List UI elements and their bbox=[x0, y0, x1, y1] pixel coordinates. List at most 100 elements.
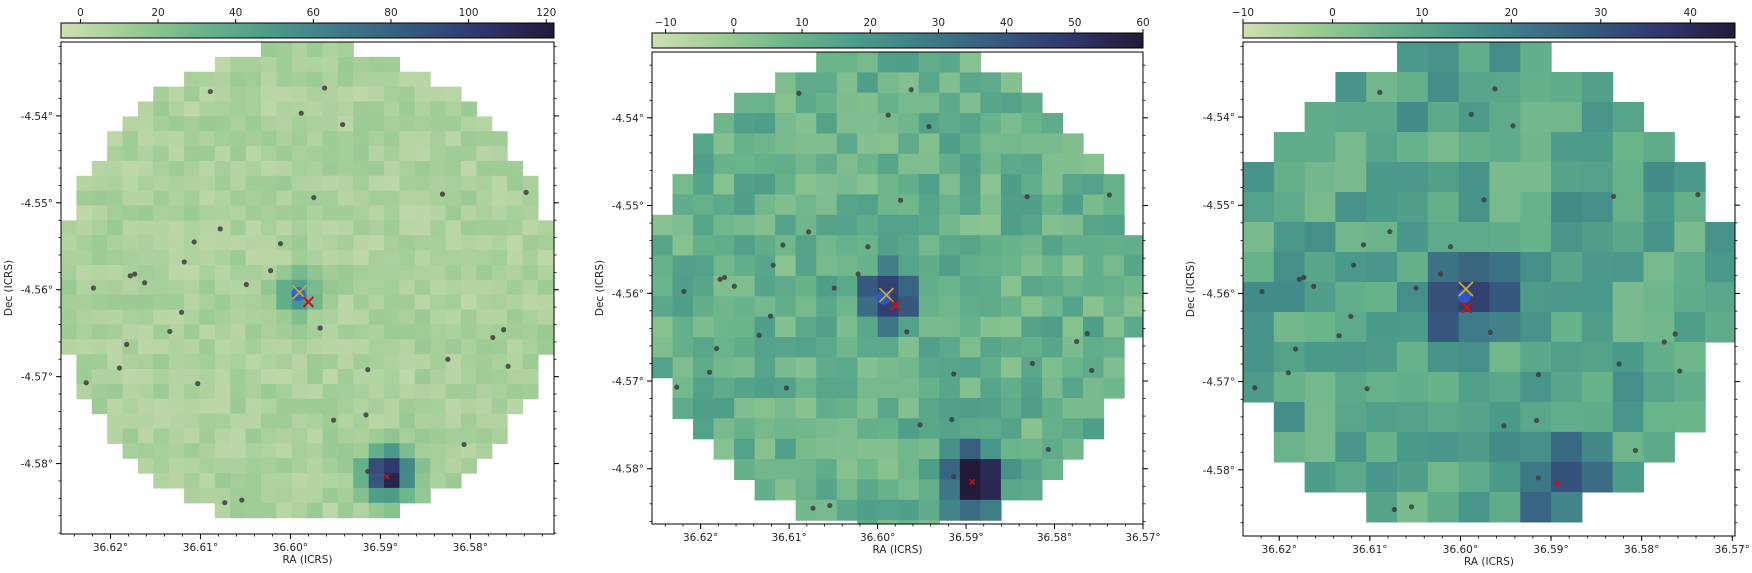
heatmap-cell bbox=[122, 428, 139, 444]
heatmap-cell bbox=[137, 101, 154, 117]
heatmap-cell bbox=[476, 294, 493, 311]
heatmap-cell bbox=[414, 235, 431, 251]
heatmap-cell bbox=[276, 235, 293, 251]
heatmap-cell bbox=[1520, 341, 1552, 373]
source-point bbox=[1292, 346, 1299, 352]
heatmap-cell bbox=[168, 383, 185, 400]
heatmap-cell bbox=[368, 160, 385, 177]
heatmap-cell bbox=[754, 357, 776, 379]
heatmap-cell bbox=[1489, 371, 1521, 403]
heatmap-cell bbox=[307, 502, 324, 519]
heatmap-cell bbox=[199, 86, 216, 103]
heatmap-cell bbox=[1103, 316, 1125, 338]
heatmap-cell bbox=[918, 235, 940, 257]
heatmap-cell bbox=[230, 264, 247, 281]
heatmap-cell bbox=[652, 275, 674, 297]
y-tick-label: -4.54° bbox=[1203, 112, 1235, 124]
heatmap-cell bbox=[276, 56, 293, 73]
heatmap-cell bbox=[1304, 101, 1337, 133]
heatmap-cell bbox=[291, 146, 308, 162]
heatmap-cell bbox=[898, 52, 920, 73]
heatmap-cell bbox=[1427, 461, 1460, 493]
heatmap-cell bbox=[1062, 438, 1084, 460]
heatmap-cell bbox=[430, 428, 447, 444]
heatmap-cell bbox=[857, 214, 879, 236]
heatmap-cell bbox=[857, 194, 879, 216]
heatmap-cell bbox=[291, 458, 308, 474]
heatmap-cell bbox=[1021, 113, 1043, 135]
heatmap-cell bbox=[91, 175, 108, 192]
heatmap-cell bbox=[307, 250, 324, 266]
heatmap-cell bbox=[522, 264, 539, 281]
heatmap-cell bbox=[399, 383, 416, 400]
heatmap-cell bbox=[214, 324, 231, 340]
heatmap-cell bbox=[1083, 418, 1105, 440]
heatmap-cell bbox=[1397, 131, 1429, 163]
heatmap-cell bbox=[460, 205, 477, 221]
heatmap-cell bbox=[184, 383, 201, 400]
heatmap-cell bbox=[368, 413, 385, 430]
axes-frame bbox=[651, 51, 1144, 525]
heatmap-cell bbox=[353, 443, 370, 459]
heatmap-cell bbox=[322, 502, 339, 519]
heatmap-cell bbox=[107, 175, 124, 192]
heatmap-cell bbox=[877, 520, 899, 524]
source-point bbox=[1084, 331, 1090, 337]
heatmap-cell bbox=[276, 473, 293, 489]
heatmap-cell bbox=[199, 146, 216, 162]
heatmap-cell bbox=[1021, 174, 1043, 196]
heatmap-cell bbox=[307, 339, 324, 355]
heatmap-cell bbox=[153, 279, 170, 296]
colorbar bbox=[60, 22, 555, 39]
heatmap-cell bbox=[1366, 341, 1398, 373]
heatmap-cell bbox=[245, 264, 262, 281]
heatmap-cell bbox=[507, 175, 524, 192]
heatmap-cell bbox=[1335, 281, 1367, 313]
heatmap-cell bbox=[918, 357, 940, 379]
heatmap-cell bbox=[476, 264, 493, 281]
heatmap-cell bbox=[168, 264, 185, 281]
heatmap-cell bbox=[1304, 281, 1337, 313]
heatmap-cell bbox=[1520, 431, 1552, 463]
heatmap-cell bbox=[414, 324, 431, 340]
heatmap-cell bbox=[939, 336, 961, 358]
heatmap-cell bbox=[276, 131, 293, 147]
heatmap-cell bbox=[734, 316, 756, 338]
source-point bbox=[1481, 197, 1487, 203]
heatmap-cell bbox=[1304, 341, 1337, 373]
heatmap-cell bbox=[1083, 336, 1105, 358]
heatmap-cell bbox=[153, 116, 170, 132]
heatmap-cell bbox=[652, 235, 674, 257]
heatmap-cell bbox=[260, 264, 277, 281]
heatmap-cell bbox=[857, 92, 879, 114]
heatmap-cell bbox=[918, 459, 940, 481]
heatmap-cell bbox=[1366, 251, 1398, 283]
heatmap-cell bbox=[184, 369, 201, 385]
heatmap-cell bbox=[199, 487, 216, 504]
heatmap-cell bbox=[1000, 194, 1023, 216]
heatmap-cell bbox=[1273, 371, 1306, 403]
heatmap-cell bbox=[877, 377, 899, 399]
heatmap-cell bbox=[672, 275, 694, 297]
heatmap-cell bbox=[322, 42, 339, 58]
heatmap-cell bbox=[168, 458, 185, 474]
heatmap-cell bbox=[959, 214, 981, 236]
heatmap-cell bbox=[980, 499, 1002, 521]
heatmap-cell bbox=[1000, 113, 1023, 135]
heatmap-cell bbox=[276, 428, 293, 444]
source-point bbox=[831, 285, 837, 291]
heatmap-cell bbox=[230, 116, 247, 132]
heatmap-cell bbox=[276, 383, 293, 400]
heatmap-cell bbox=[322, 309, 339, 326]
heatmap-cell bbox=[1458, 42, 1491, 73]
heatmap-cell bbox=[898, 153, 920, 175]
heatmap-cell bbox=[337, 116, 354, 132]
heatmap-cell bbox=[1083, 296, 1105, 318]
heatmap-cell bbox=[959, 479, 981, 501]
heatmap-cell bbox=[260, 71, 277, 88]
heatmap-cell bbox=[857, 459, 879, 481]
heatmap-cell bbox=[184, 339, 201, 355]
heatmap-cell bbox=[291, 42, 308, 58]
heatmap-cell bbox=[1397, 401, 1429, 433]
heatmap-cell bbox=[76, 205, 93, 221]
